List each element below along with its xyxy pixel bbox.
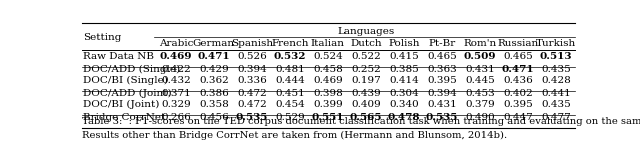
- Text: 0.371: 0.371: [161, 89, 191, 98]
- Text: 0.465: 0.465: [427, 52, 457, 61]
- Text: Rom'n: Rom'n: [463, 39, 497, 48]
- Text: 0.526: 0.526: [237, 52, 267, 61]
- Text: 0.415: 0.415: [389, 52, 419, 61]
- Text: 0.197: 0.197: [351, 76, 381, 85]
- Text: 0.481: 0.481: [275, 65, 305, 74]
- Text: 0.456: 0.456: [199, 113, 228, 122]
- Text: Raw Data NB: Raw Data NB: [83, 52, 154, 61]
- Text: 0.471: 0.471: [502, 65, 534, 74]
- Text: 0.447: 0.447: [503, 113, 533, 122]
- Text: 0.472: 0.472: [237, 100, 267, 109]
- Text: Pt-Br: Pt-Br: [428, 39, 456, 48]
- Text: 0.490: 0.490: [465, 113, 495, 122]
- Text: 0.431: 0.431: [427, 100, 457, 109]
- Text: 0.529: 0.529: [275, 113, 305, 122]
- Text: German: German: [193, 39, 235, 48]
- Text: 0.565: 0.565: [349, 113, 382, 122]
- Text: 0.428: 0.428: [541, 76, 571, 85]
- Text: 0.436: 0.436: [503, 76, 533, 85]
- Text: 0.472: 0.472: [237, 89, 267, 98]
- Text: 0.429: 0.429: [199, 65, 228, 74]
- Text: 0.402: 0.402: [503, 89, 533, 98]
- Text: 0.394: 0.394: [237, 65, 267, 74]
- Text: 0.266: 0.266: [161, 113, 191, 122]
- Text: 0.398: 0.398: [313, 89, 343, 98]
- Text: 0.551: 0.551: [312, 113, 344, 122]
- Text: 0.395: 0.395: [503, 100, 533, 109]
- Text: 0.471: 0.471: [198, 52, 230, 61]
- Text: 0.329: 0.329: [161, 100, 191, 109]
- Text: 0.453: 0.453: [465, 89, 495, 98]
- Text: Italian: Italian: [311, 39, 345, 48]
- Text: 0.340: 0.340: [389, 100, 419, 109]
- Text: 0.432: 0.432: [161, 76, 191, 85]
- Text: Dutch: Dutch: [350, 39, 381, 48]
- Text: 0.509: 0.509: [464, 52, 496, 61]
- Text: 0.439: 0.439: [351, 89, 381, 98]
- Text: Spanish: Spanish: [231, 39, 273, 48]
- Text: 0.532: 0.532: [274, 52, 306, 61]
- Text: 0.336: 0.336: [237, 76, 267, 85]
- Text: DOC/ADD (Single): DOC/ADD (Single): [83, 65, 180, 74]
- Text: 0.451: 0.451: [275, 89, 305, 98]
- Text: 0.524: 0.524: [313, 52, 343, 61]
- Text: 0.385: 0.385: [389, 65, 419, 74]
- Text: DOC/ADD (Joint): DOC/ADD (Joint): [83, 89, 172, 98]
- Text: 0.469: 0.469: [313, 76, 343, 85]
- Text: 0.358: 0.358: [199, 100, 228, 109]
- Text: 0.304: 0.304: [389, 89, 419, 98]
- Text: 0.513: 0.513: [540, 52, 572, 61]
- Text: 0.414: 0.414: [389, 76, 419, 85]
- Text: 0.435: 0.435: [541, 65, 571, 74]
- Text: 0.394: 0.394: [427, 89, 457, 98]
- Text: Turkish: Turkish: [536, 39, 576, 48]
- Text: 0.422: 0.422: [161, 65, 191, 74]
- Text: 0.445: 0.445: [465, 76, 495, 85]
- Text: 0.409: 0.409: [351, 100, 381, 109]
- Text: Bridge CorrNet: Bridge CorrNet: [83, 113, 166, 122]
- Text: 0.363: 0.363: [427, 65, 457, 74]
- Text: 0.399: 0.399: [313, 100, 343, 109]
- Text: Arabic: Arabic: [159, 39, 193, 48]
- Text: Polish: Polish: [388, 39, 420, 48]
- Text: Russian: Russian: [497, 39, 539, 48]
- Text: 0.362: 0.362: [199, 76, 228, 85]
- Text: 0.469: 0.469: [159, 52, 192, 61]
- Text: 0.441: 0.441: [541, 89, 571, 98]
- Text: 0.431: 0.431: [465, 65, 495, 74]
- Text: 0.478: 0.478: [388, 113, 420, 122]
- Text: French: French: [271, 39, 308, 48]
- Text: Languages: Languages: [337, 27, 395, 36]
- Text: 0.458: 0.458: [313, 65, 343, 74]
- Text: 0.395: 0.395: [427, 76, 457, 85]
- Text: 0.379: 0.379: [465, 100, 495, 109]
- Text: DOC/BI (Single): DOC/BI (Single): [83, 76, 168, 85]
- Text: 0.535: 0.535: [236, 113, 268, 122]
- Text: DOC/BI (Joint): DOC/BI (Joint): [83, 100, 160, 109]
- Text: 0.386: 0.386: [199, 89, 228, 98]
- Text: 0.252: 0.252: [351, 65, 381, 74]
- Text: 0.522: 0.522: [351, 52, 381, 61]
- Text: 0.535: 0.535: [426, 113, 458, 122]
- Text: Setting: Setting: [83, 33, 122, 42]
- Text: Table 3:  : F1-scores on the TED corpus document classification task when traini: Table 3: : F1-scores on the TED corpus d…: [83, 117, 640, 126]
- Text: 0.465: 0.465: [503, 52, 533, 61]
- Text: 0.477: 0.477: [541, 113, 571, 122]
- Text: 0.444: 0.444: [275, 76, 305, 85]
- Text: Results other than Bridge CorrNet are taken from (Hermann and Blunsom, 2014b).: Results other than Bridge CorrNet are ta…: [83, 131, 508, 140]
- Text: 0.435: 0.435: [541, 100, 571, 109]
- Text: 0.454: 0.454: [275, 100, 305, 109]
